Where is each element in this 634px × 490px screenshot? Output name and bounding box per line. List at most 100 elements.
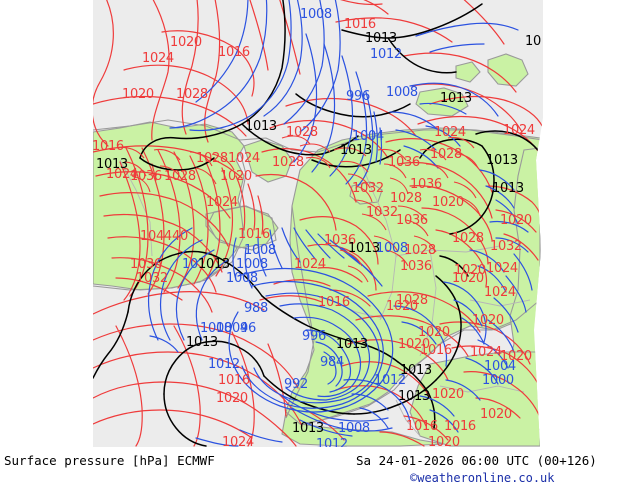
footer-credit-link[interactable]: ©weatheronline.co.uk: [410, 471, 555, 485]
isobar-label: 1012: [208, 357, 240, 372]
isobar-label: 1013: [365, 31, 397, 46]
isobar-label: 1020: [500, 213, 532, 228]
isobar-label: 1013: [245, 119, 277, 134]
isobar-label: 1020: [170, 35, 202, 50]
isobar-label: 1020: [216, 391, 248, 406]
isobar-label: 1024: [228, 151, 260, 166]
isobar-label: 1008: [376, 241, 408, 256]
isobar-label: 1008: [236, 257, 268, 272]
isobar-label: 1020: [220, 169, 252, 184]
isobars-high-dense-land: [117, 135, 481, 283]
isobar-label: 1028: [164, 169, 196, 184]
isobar-label: 1016: [238, 227, 270, 242]
isobar-label: 1016: [92, 139, 124, 154]
isobar-label: 1024: [294, 257, 326, 272]
isobar-label: 1024: [434, 125, 466, 140]
isobar-label: 1013: [198, 257, 230, 272]
isobar-label: 984: [320, 355, 344, 370]
isobar-label: 1024: [486, 261, 518, 276]
land-south-strip: [281, 410, 445, 447]
surface-pressure-map[interactable]: 1008 1016 1013 1012 10 1020 1024 1016 1020 1028 99…: [0, 0, 634, 447]
isobar-label: 1032: [366, 205, 398, 220]
land-ne-patch-1: [487, 53, 529, 87]
isobar-label: 988: [244, 301, 268, 316]
isobar-label: 1016: [218, 45, 250, 60]
isobar-label: 1028: [272, 155, 304, 170]
isobar-label: 1008: [300, 7, 332, 22]
isobars-high: [93, 0, 543, 447]
isobar-label: 1016: [444, 419, 476, 434]
isobar-label: 1028: [390, 191, 422, 206]
isobar-label: 1013: [492, 181, 524, 196]
isobar-label: 1004: [216, 321, 248, 336]
isobar-label: 1024: [484, 285, 516, 300]
isobar-label: 1013: [186, 335, 218, 350]
isobar-label: 1020: [398, 337, 430, 352]
isobar-label: 1008: [226, 271, 258, 286]
isobar-label: 1008: [338, 421, 370, 436]
isobar-label: 1028: [396, 293, 428, 308]
isobar-label: 1028: [452, 231, 484, 246]
isobar-label: 1000: [482, 373, 514, 388]
isobar-label: 1020: [386, 299, 418, 314]
isobar-label: 1036: [396, 213, 428, 228]
isobar-label: 1032: [352, 181, 384, 196]
isobar-label: 1008: [244, 243, 276, 258]
isobar-label: 1036: [130, 169, 162, 184]
isobar-label: 1020: [432, 195, 464, 210]
isobar-label: 1036: [324, 233, 356, 248]
land-southeast: [409, 351, 541, 447]
isobar-label: 1024: [206, 195, 238, 210]
isobar-label: 1020: [500, 349, 532, 364]
isobar-label: 1013: [398, 389, 430, 404]
isobar-label: 1013: [348, 241, 380, 256]
isobar-label: 1044: [140, 229, 172, 244]
isobar-label: 1028: [196, 151, 228, 166]
isobar-label: 1024: [106, 167, 138, 182]
isobar-label: 1036: [410, 177, 442, 192]
isobar-label: 1013: [440, 91, 472, 106]
isobar-label: 1020: [480, 407, 512, 422]
isobar-label: 1032: [136, 271, 168, 286]
isobar-label: 1028: [404, 243, 436, 258]
coast-west-continent: [93, 151, 247, 291]
isobar-label: 1028: [176, 87, 208, 102]
isobar-label: 1016: [406, 419, 438, 434]
isobar-label: 1004: [484, 359, 516, 374]
isobar-label: 40: [172, 229, 188, 244]
isobar-label: 1013: [400, 363, 432, 378]
isobar-label: 1020: [472, 313, 504, 328]
isobar-label: 1008: [386, 85, 418, 100]
isobar-label: 1004: [352, 129, 384, 144]
isobar-label: 96: [240, 321, 256, 336]
isobar-label: 1016: [318, 295, 350, 310]
isobars-1013: [93, 0, 543, 447]
isobar-label: 1036: [130, 257, 162, 272]
land-ne-patch-2: [455, 61, 481, 83]
coast-east-continent-south: [305, 299, 541, 425]
footer-title: Surface pressure [hPa] ECMWF: [4, 453, 215, 468]
isobars-low: [148, 0, 533, 447]
isobar-label: 1036: [388, 155, 420, 170]
map-footer: Surface pressure [hPa] ECMWF Sa 24-01-20…: [0, 447, 634, 490]
map-body: [93, 0, 543, 447]
isobar-label: 1020: [454, 263, 486, 278]
isobar-label: 1013: [486, 153, 518, 168]
isobar-label: 1032: [490, 239, 522, 254]
isobar-label: 1020: [418, 325, 450, 340]
isobar-label: 1013: [340, 143, 372, 158]
isobar-label: 1016: [420, 343, 452, 358]
isobar-label: 1024: [503, 123, 535, 138]
map-canvas: [93, 0, 543, 447]
isobar-label: 1013: [336, 337, 368, 352]
isobar-label: 1012: [316, 437, 348, 447]
isobar-label: 1020: [432, 387, 464, 402]
isobar-label: 992: [284, 377, 308, 392]
isobar-label: 1016: [218, 373, 250, 388]
isobar-label: 1024: [142, 51, 174, 66]
isobar-label: 1012: [374, 373, 406, 388]
isobar-label: 996: [302, 329, 326, 344]
isobar-label: 1013: [292, 421, 324, 436]
isobar-label: 1020: [452, 271, 484, 286]
